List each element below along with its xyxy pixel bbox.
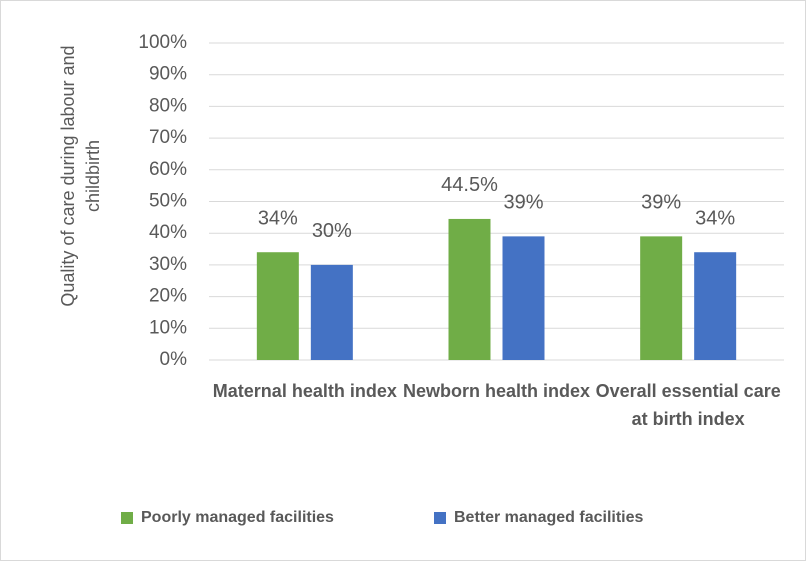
legend-swatch [434, 512, 446, 524]
legend-label: Poorly managed facilities [141, 509, 334, 526]
y-tick-label: 100% [138, 32, 187, 53]
y-tick-label: 50% [149, 191, 187, 212]
y-tick-label: 90% [149, 64, 187, 85]
y-tick-label: 60% [149, 159, 187, 180]
y-tick-label: 80% [149, 95, 187, 116]
y-tick-label: 30% [149, 254, 187, 275]
legend-item: Poorly managed facilities [121, 509, 334, 527]
data-label: 34% [258, 208, 298, 230]
bar [310, 264, 353, 360]
data-label: 34% [695, 208, 735, 230]
y-tick-label: 10% [149, 317, 187, 338]
legend-swatch [121, 512, 133, 524]
y-tick-label: 70% [149, 127, 187, 148]
bar [694, 252, 737, 360]
bar [256, 252, 299, 360]
data-label: 44.5% [441, 174, 498, 196]
y-tick-label: 20% [149, 286, 187, 307]
bar [502, 236, 545, 360]
legend-label: Better managed facilities [454, 509, 644, 526]
legend-item: Better managed facilities [434, 509, 643, 527]
y-axis-title: Quality of care during labour and childb… [58, 45, 103, 307]
y-tick-label: 40% [149, 222, 187, 243]
x-tick-label: Newborn health index [402, 381, 591, 401]
data-label: 39% [503, 192, 543, 214]
bar [448, 218, 491, 360]
y-tick-label: 0% [160, 349, 188, 370]
x-tick-label: Maternal health index [212, 381, 397, 401]
bar [640, 236, 683, 360]
x-tick-label: Overall essential care at birth index [595, 381, 781, 429]
data-label: 39% [641, 192, 681, 214]
data-label: 30% [312, 220, 352, 242]
